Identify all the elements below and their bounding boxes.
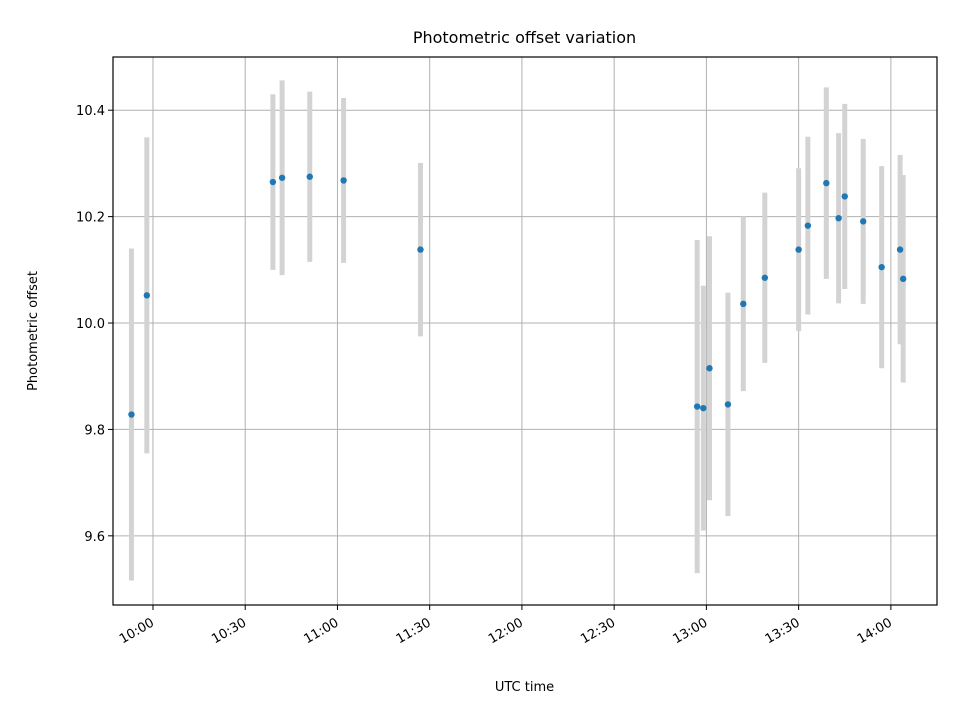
data-point	[841, 193, 848, 200]
data-point	[693, 403, 701, 410]
data-point	[128, 411, 135, 418]
data-point	[860, 218, 867, 225]
x-axis-label: UTC time	[495, 680, 554, 695]
data-point	[706, 365, 713, 372]
y-axis-ticks: 9.6 9.8 10.0 10.2 10.4	[76, 104, 113, 545]
data-point	[896, 246, 904, 253]
data-point	[899, 275, 907, 283]
plot-frame	[112, 56, 938, 606]
data-point	[306, 173, 313, 180]
y-tick-label: 9.6	[84, 530, 105, 545]
data-point	[340, 177, 347, 184]
y-axis-label: Photometric offset	[26, 271, 41, 391]
data-point	[269, 178, 277, 186]
data-point	[740, 300, 747, 308]
data-point	[700, 404, 707, 412]
y-tick-label: 10.2	[76, 211, 105, 226]
y-tick-label: 10.0	[76, 317, 105, 332]
data-point	[278, 174, 286, 181]
chart-title: Photometric offset variation	[413, 28, 636, 47]
data-point	[823, 179, 830, 187]
data-point	[761, 274, 769, 281]
y-tick-label: 9.8	[84, 423, 105, 438]
y-tick-label: 10.4	[76, 104, 105, 119]
data-point	[417, 246, 424, 253]
data-point	[804, 222, 812, 229]
data-point	[143, 292, 151, 299]
data-point	[835, 215, 842, 222]
data-point	[795, 246, 802, 253]
data-point	[878, 263, 885, 271]
data-point	[724, 401, 732, 408]
data-points	[128, 173, 907, 418]
